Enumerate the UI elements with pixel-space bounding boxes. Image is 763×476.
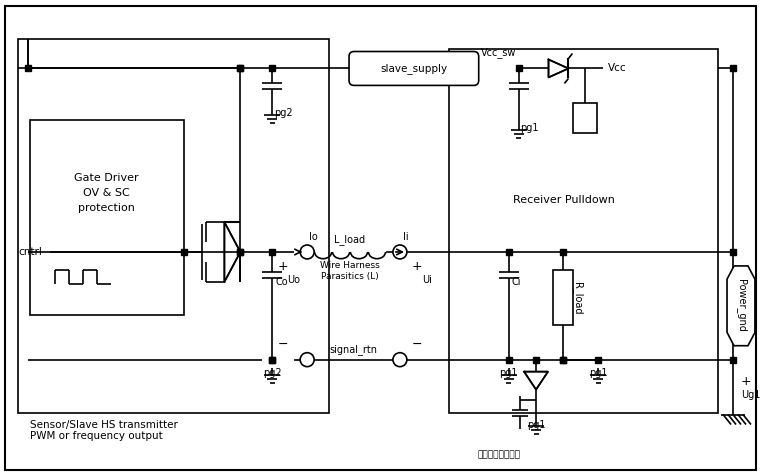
- Text: Co: Co: [275, 277, 288, 287]
- Text: Ui: Ui: [422, 275, 432, 285]
- Text: cntrl: cntrl: [18, 247, 42, 257]
- Text: Ii: Ii: [403, 232, 408, 242]
- Text: Wire Harness: Wire Harness: [320, 261, 380, 270]
- Text: PWM or frequency output: PWM or frequency output: [30, 431, 163, 441]
- Text: +: +: [277, 260, 288, 273]
- Text: Parasitics (L): Parasitics (L): [321, 272, 379, 281]
- Text: OV & SC: OV & SC: [83, 188, 130, 198]
- Text: pg1: pg1: [526, 419, 546, 429]
- Text: signal_rtn: signal_rtn: [330, 344, 378, 355]
- Bar: [18, 39, 329, 413]
- Text: Vcc: Vcc: [608, 63, 627, 73]
- Polygon shape: [727, 266, 755, 346]
- Text: L_load: L_load: [334, 235, 365, 246]
- Polygon shape: [549, 60, 568, 78]
- Polygon shape: [524, 372, 548, 389]
- Text: pg1: pg1: [589, 367, 607, 377]
- FancyBboxPatch shape: [349, 51, 478, 85]
- Bar: [574, 103, 597, 133]
- Text: +: +: [741, 375, 752, 388]
- Text: pg2: pg2: [274, 109, 293, 119]
- Text: protection: protection: [79, 203, 135, 213]
- Text: Ug1: Ug1: [741, 389, 761, 399]
- Text: pg1: pg1: [520, 123, 539, 133]
- Text: slave_supply: slave_supply: [380, 63, 447, 74]
- Text: Vcc_sw: Vcc_sw: [481, 48, 517, 59]
- Text: Sensor/Slave HS transmitter: Sensor/Slave HS transmitter: [30, 419, 178, 429]
- Bar: [30, 120, 185, 315]
- Bar: [449, 49, 718, 413]
- Text: Ci: Ci: [512, 277, 521, 287]
- Text: −: −: [412, 338, 423, 351]
- Text: pg2: pg2: [263, 367, 282, 377]
- Text: +: +: [412, 260, 423, 273]
- Text: −: −: [277, 338, 288, 351]
- Bar: [553, 270, 574, 325]
- Text: Io: Io: [309, 232, 318, 242]
- Text: Receiver Pulldown: Receiver Pulldown: [513, 195, 614, 205]
- Text: R_load: R_load: [572, 282, 583, 314]
- Text: Power_gnd: Power_gnd: [736, 279, 746, 332]
- Text: pg1: pg1: [499, 367, 518, 377]
- Text: Gate Driver: Gate Driver: [75, 173, 139, 183]
- Text: 汉车电子硬件设计: 汉车电子硬件设计: [477, 450, 520, 459]
- Polygon shape: [224, 222, 240, 282]
- Text: Uo: Uo: [287, 275, 300, 285]
